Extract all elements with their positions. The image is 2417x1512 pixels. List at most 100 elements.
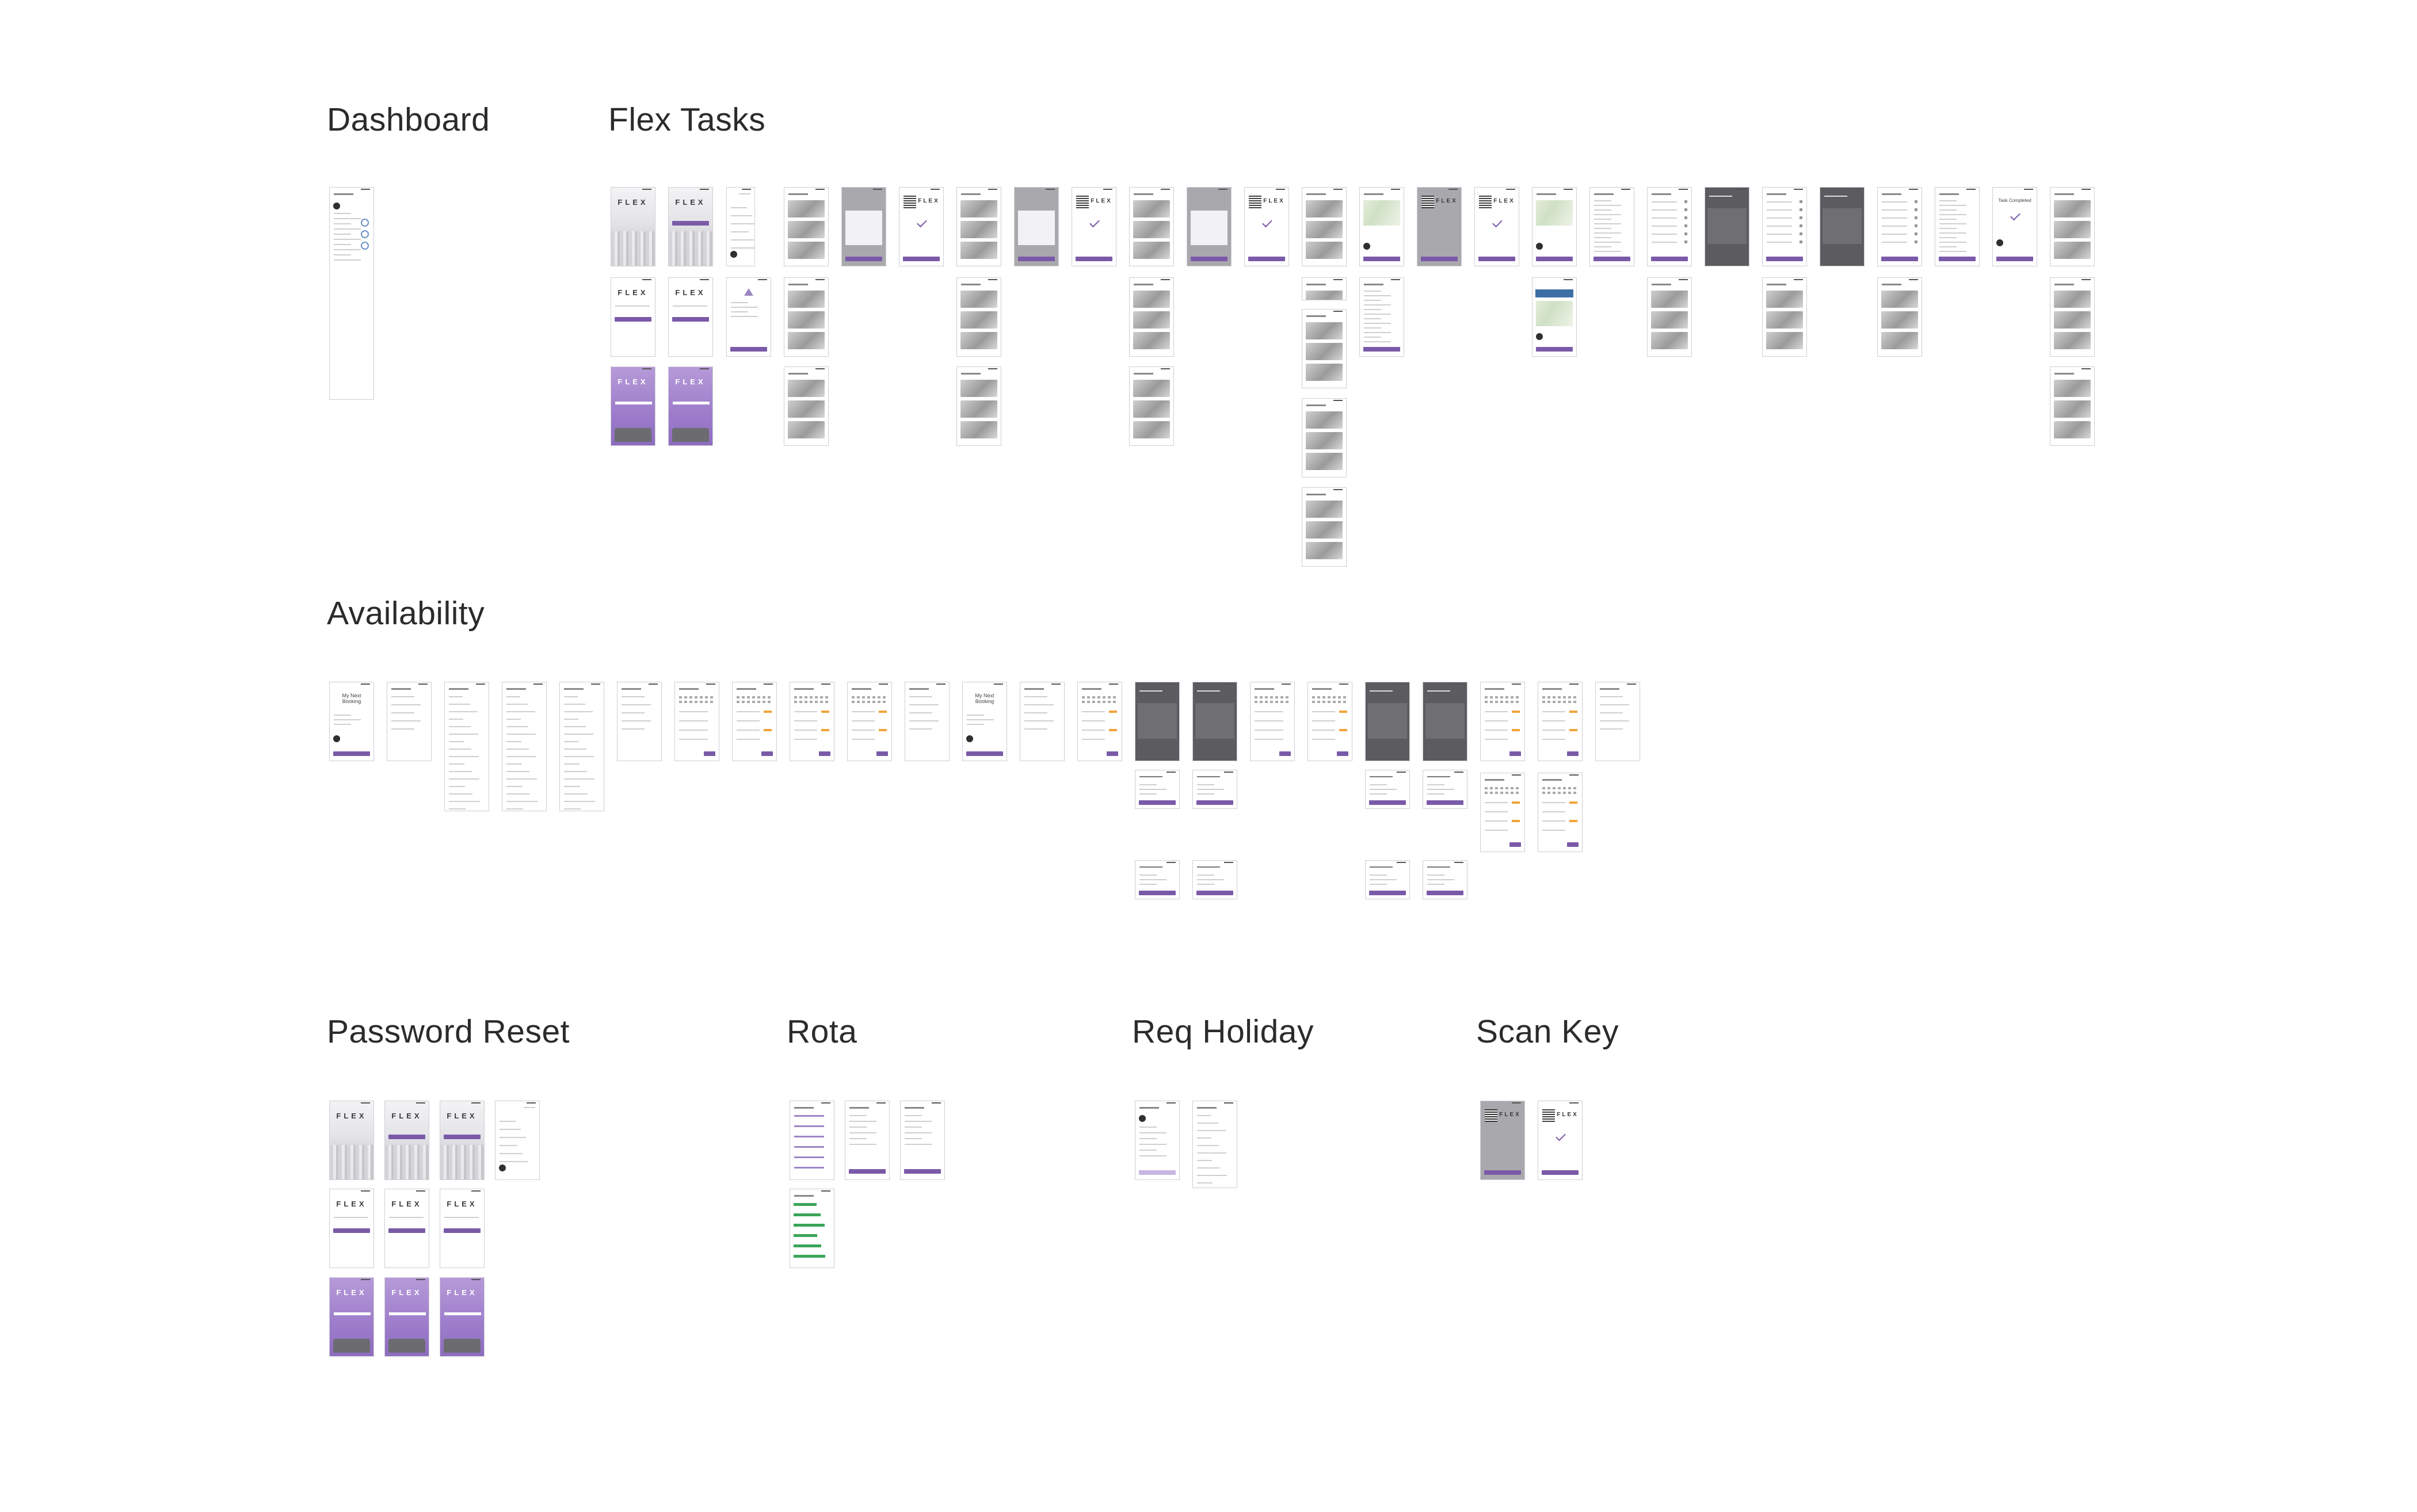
screen-thumbnail-password-reset[interactable]: FLEX — [440, 1189, 485, 1268]
screen-thumbnail-flex-tasks[interactable] — [2050, 366, 2095, 446]
screen-thumbnail-scan-key[interactable]: FLEX — [1480, 1101, 1525, 1180]
screen-thumbnail-availability[interactable] — [1423, 682, 1467, 761]
screen-thumbnail-availability[interactable] — [905, 682, 950, 761]
screen-thumbnail-password-reset[interactable] — [495, 1101, 540, 1180]
screen-thumbnail-password-reset[interactable]: FLEX — [440, 1277, 485, 1357]
screen-thumbnail-dashboard[interactable] — [329, 187, 374, 400]
screen-thumbnail-flex-tasks[interactable] — [1877, 277, 1922, 357]
screen-thumbnail-availability[interactable] — [732, 682, 777, 761]
screen-thumbnail-flex-tasks[interactable] — [1647, 277, 1692, 357]
screen-thumbnail-flex-tasks[interactable] — [1302, 309, 1347, 388]
screen-thumbnail-flex-tasks[interactable] — [1359, 187, 1404, 266]
screen-thumbnail-flex-tasks[interactable]: FLEX — [899, 187, 944, 266]
screen-thumbnail-flex-tasks[interactable]: FLEX — [668, 366, 713, 446]
screen-thumbnail-flex-tasks[interactable] — [1935, 187, 1980, 266]
screen-thumbnail-flex-tasks[interactable] — [2050, 277, 2095, 357]
screen-thumbnail-availability[interactable] — [1538, 682, 1583, 761]
screen-thumbnail-rota[interactable] — [845, 1101, 890, 1180]
screen-thumbnail-availability[interactable] — [847, 682, 892, 761]
screen-thumbnail-password-reset[interactable]: FLEX — [329, 1101, 374, 1180]
screen-thumbnail-availability[interactable] — [790, 682, 834, 761]
screen-thumbnail-availability[interactable] — [1365, 860, 1410, 899]
screen-thumbnail-flex-tasks[interactable] — [1302, 487, 1347, 567]
screen-thumbnail-rota[interactable] — [790, 1189, 834, 1268]
screen-thumbnail-availability[interactable]: My Next Booking — [329, 682, 374, 761]
screen-thumbnail-scan-key[interactable]: FLEX — [1538, 1101, 1583, 1180]
screen-thumbnail-flex-tasks[interactable] — [1589, 187, 1634, 266]
screen-thumbnail-availability[interactable] — [1192, 682, 1237, 761]
screen-thumbnail-flex-tasks[interactable] — [956, 277, 1001, 357]
screen-thumbnail-password-reset[interactable]: FLEX — [329, 1277, 374, 1357]
screen-thumbnail-flex-tasks[interactable] — [1820, 187, 1865, 266]
screen-thumbnail-password-reset[interactable]: FLEX — [329, 1189, 374, 1268]
screen-thumbnail-flex-tasks[interactable] — [1129, 187, 1174, 266]
screen-thumbnail-flex-tasks[interactable]: FLEX — [611, 277, 655, 357]
screen-thumbnail-availability[interactable] — [1423, 860, 1467, 899]
screen-thumbnail-flex-tasks[interactable]: FLEX — [668, 187, 713, 266]
screen-thumbnail-availability[interactable] — [617, 682, 662, 761]
screen-thumbnail-password-reset[interactable]: FLEX — [384, 1101, 429, 1180]
screen-thumbnail-flex-tasks[interactable]: FLEX — [1474, 187, 1519, 266]
screen-thumbnail-availability[interactable] — [1192, 860, 1237, 899]
screen-thumbnail-flex-tasks[interactable]: FLEX — [1417, 187, 1462, 266]
screen-thumbnail-flex-tasks[interactable] — [726, 277, 771, 357]
screen-thumbnail-req-holiday[interactable] — [1192, 1101, 1237, 1188]
screen-thumbnail-availability[interactable] — [1135, 682, 1180, 761]
screen-thumbnail-flex-tasks[interactable] — [1187, 187, 1232, 266]
screen-thumbnail-availability[interactable] — [1480, 682, 1525, 761]
screen-thumbnail-flex-tasks[interactable] — [1302, 277, 1347, 300]
screen-thumbnail-flex-tasks[interactable] — [1762, 187, 1807, 266]
screen-thumbnail-flex-tasks[interactable] — [1532, 187, 1577, 266]
screen-thumbnail-flex-tasks[interactable] — [1129, 277, 1174, 357]
screen-thumbnail-flex-tasks[interactable] — [784, 277, 829, 357]
screen-thumbnail-availability[interactable]: My Next Booking — [962, 682, 1007, 761]
screen-thumbnail-flex-tasks[interactable] — [1705, 187, 1749, 266]
screen-thumbnail-flex-tasks[interactable] — [784, 187, 829, 266]
screen-thumbnail-flex-tasks[interactable] — [784, 366, 829, 446]
screen-thumbnail-availability[interactable] — [1423, 770, 1467, 809]
screen-thumbnail-availability[interactable] — [1135, 770, 1180, 809]
screen-thumbnail-availability[interactable] — [1135, 860, 1180, 899]
screen-thumbnail-availability[interactable] — [1595, 682, 1640, 761]
screen-thumbnail-flex-tasks[interactable] — [1014, 187, 1059, 266]
screen-thumbnail-flex-tasks[interactable]: Task Completed — [1992, 187, 2037, 266]
screen-thumbnail-flex-tasks[interactable] — [1877, 187, 1922, 266]
screen-thumbnail-availability[interactable] — [1077, 682, 1122, 761]
screen-thumbnail-availability[interactable] — [1192, 770, 1237, 809]
screen-thumbnail-req-holiday[interactable] — [1135, 1101, 1180, 1180]
screen-thumbnail-password-reset[interactable]: FLEX — [384, 1277, 429, 1357]
screen-thumbnail-flex-tasks[interactable] — [1647, 187, 1692, 266]
screen-thumbnail-flex-tasks[interactable] — [1302, 398, 1347, 478]
screen-thumbnail-availability[interactable] — [1480, 773, 1525, 852]
screen-thumbnail-rota[interactable] — [900, 1101, 945, 1180]
screen-thumbnail-availability[interactable] — [502, 682, 547, 811]
screen-thumbnail-availability[interactable] — [1365, 770, 1410, 809]
screen-thumbnail-availability[interactable] — [674, 682, 719, 761]
screen-thumbnail-availability[interactable] — [1538, 773, 1583, 852]
screen-thumbnail-flex-tasks[interactable] — [1532, 277, 1577, 357]
screen-thumbnail-flex-tasks[interactable] — [956, 187, 1001, 266]
screen-thumbnail-flex-tasks[interactable] — [1762, 277, 1807, 357]
screen-thumbnail-password-reset[interactable]: FLEX — [384, 1189, 429, 1268]
screen-thumbnail-availability[interactable] — [1020, 682, 1065, 761]
screen-thumbnail-availability[interactable] — [559, 682, 604, 811]
screen-thumbnail-flex-tasks[interactable]: FLEX — [611, 366, 655, 446]
screen-thumbnail-flex-tasks[interactable] — [2050, 187, 2095, 266]
screen-thumbnail-flex-tasks[interactable]: FLEX — [1244, 187, 1289, 266]
screen-thumbnail-flex-tasks[interactable]: FLEX — [668, 277, 713, 357]
screen-thumbnail-availability[interactable] — [1307, 682, 1352, 761]
screen-thumbnail-availability[interactable] — [444, 682, 489, 811]
screen-thumbnail-flex-tasks[interactable] — [726, 187, 755, 266]
screen-thumbnail-flex-tasks[interactable] — [1359, 277, 1404, 357]
screen-thumbnail-availability[interactable] — [1365, 682, 1410, 761]
screen-thumbnail-flex-tasks[interactable] — [841, 187, 886, 266]
screen-thumbnail-password-reset[interactable]: FLEX — [440, 1101, 485, 1180]
screen-thumbnail-flex-tasks[interactable] — [956, 366, 1001, 446]
screen-thumbnail-availability[interactable] — [1250, 682, 1295, 761]
screen-thumbnail-availability[interactable] — [387, 682, 432, 761]
screen-thumbnail-flex-tasks[interactable]: FLEX — [611, 187, 655, 266]
screen-thumbnail-flex-tasks[interactable] — [1302, 187, 1347, 266]
screen-thumbnail-flex-tasks[interactable] — [1129, 366, 1174, 446]
screen-thumbnail-flex-tasks[interactable]: FLEX — [1072, 187, 1116, 266]
screen-thumbnail-rota[interactable] — [790, 1101, 834, 1180]
